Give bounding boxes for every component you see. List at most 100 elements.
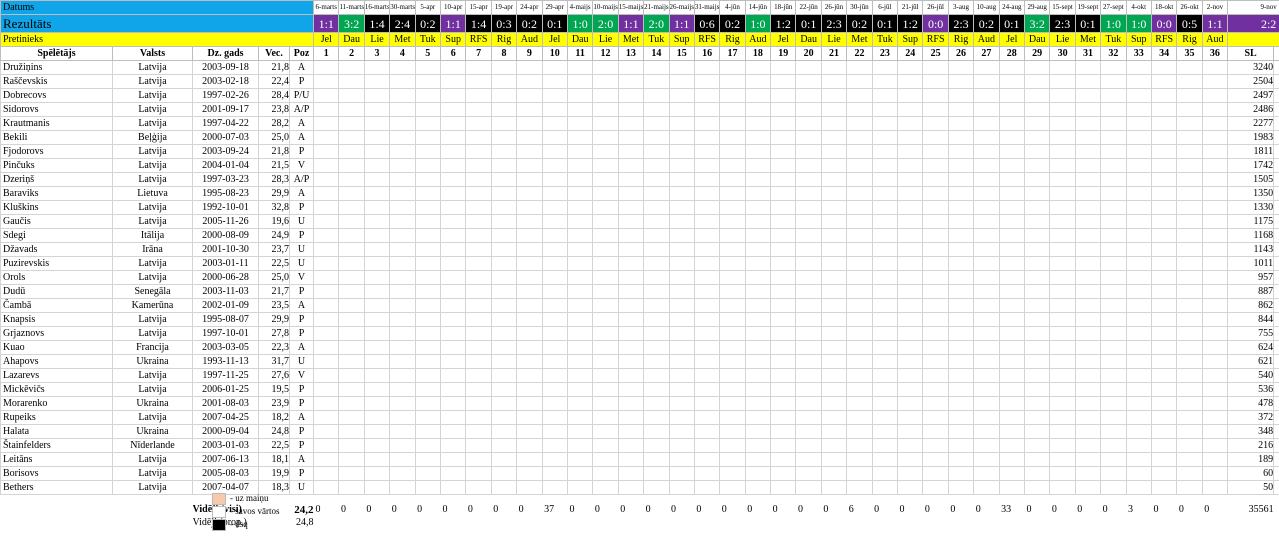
opponent-cell: Lie (821, 33, 846, 47)
player-gv: 2 (1274, 201, 1279, 215)
date-cell: 10-maijs (593, 1, 618, 15)
round-cell (1024, 439, 1049, 453)
round-cell (1050, 61, 1075, 75)
opponent-cell: RFS (923, 33, 948, 47)
round-number: 29 (1024, 47, 1049, 61)
round-cell (898, 89, 923, 103)
result-cell: 0:2 (847, 15, 872, 33)
round-cell (1075, 369, 1100, 383)
result-cell: 0:1 (872, 15, 897, 33)
round-cell (974, 257, 999, 271)
round-cell (441, 257, 466, 271)
round-cell (745, 467, 770, 481)
opponent-cell: Lie (1050, 33, 1075, 47)
round-cell (694, 327, 719, 341)
round-cell (771, 257, 796, 271)
round-cell (999, 313, 1024, 327)
player-sl: 2504 (1228, 75, 1274, 89)
player-name: Ahapovs (1, 355, 113, 369)
round-cell (1075, 215, 1100, 229)
summary-round: 0 (898, 503, 923, 516)
round-cell (1202, 355, 1227, 369)
round-cell (542, 173, 567, 187)
round-cell (517, 131, 542, 145)
round-cell (1024, 313, 1049, 327)
round-cell (796, 397, 821, 411)
round-cell (644, 89, 669, 103)
round-cell (390, 75, 415, 89)
round-cell (466, 243, 491, 257)
player-gv: 1 (1274, 117, 1279, 131)
round-cell (441, 131, 466, 145)
round-cell (339, 383, 364, 397)
round-cell (1075, 75, 1100, 89)
round-cell (923, 117, 948, 131)
round-cell (491, 285, 516, 299)
round-cell (491, 355, 516, 369)
round-cell (618, 201, 643, 215)
round-cell (847, 61, 872, 75)
round-cell (898, 425, 923, 439)
round-cell (593, 243, 618, 257)
round-cell (567, 355, 592, 369)
round-cell (390, 467, 415, 481)
round-cell (669, 467, 694, 481)
round-cell (796, 173, 821, 187)
round-cell (339, 355, 364, 369)
round-cell (720, 299, 745, 313)
round-cell (1177, 467, 1202, 481)
round-cell (517, 173, 542, 187)
round-cell (1126, 145, 1151, 159)
round-cell (1151, 313, 1176, 327)
round-cell (491, 453, 516, 467)
round-cell (542, 215, 567, 229)
round-cell (466, 145, 491, 159)
date-cell: 26-okt (1177, 1, 1202, 15)
round-cell (1126, 173, 1151, 187)
player-pos: P (290, 75, 314, 89)
player-gv: -37 (1274, 159, 1279, 173)
round-cell (999, 159, 1024, 173)
opponent-cell: Rig (1177, 33, 1202, 47)
round-cell (314, 327, 339, 341)
round-cell (390, 103, 415, 117)
round-cell (415, 411, 440, 425)
round-cell (1202, 481, 1227, 495)
player-gv: 0 (1274, 383, 1279, 397)
round-cell (644, 411, 669, 425)
round-cell (948, 257, 973, 271)
round-cell (618, 75, 643, 89)
round-cell (441, 187, 466, 201)
